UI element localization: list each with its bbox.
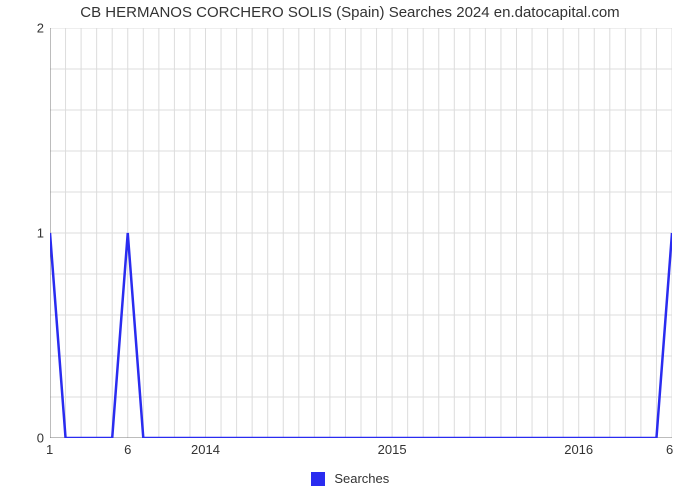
y-tick-label: 0 <box>14 431 44 446</box>
y-tick-label: 1 <box>14 226 44 241</box>
x-corner-right: 6 <box>666 442 673 457</box>
legend-swatch <box>311 472 325 486</box>
y-tick-label: 2 <box>14 21 44 36</box>
chart-title: CB HERMANOS CORCHERO SOLIS (Spain) Searc… <box>0 4 700 21</box>
x-tick-label: 2015 <box>378 442 407 457</box>
x-tick-label: 2014 <box>191 442 220 457</box>
x-tick-label: 2016 <box>564 442 593 457</box>
legend-label: Searches <box>334 471 389 486</box>
plot-svg <box>50 28 672 438</box>
chart-container: CB HERMANOS CORCHERO SOLIS (Spain) Searc… <box>0 0 700 500</box>
plot-area <box>50 28 672 438</box>
x-tick-extra: 6 <box>124 442 131 457</box>
x-corner-left: 1 <box>46 442 53 457</box>
legend: Searches <box>0 470 700 486</box>
